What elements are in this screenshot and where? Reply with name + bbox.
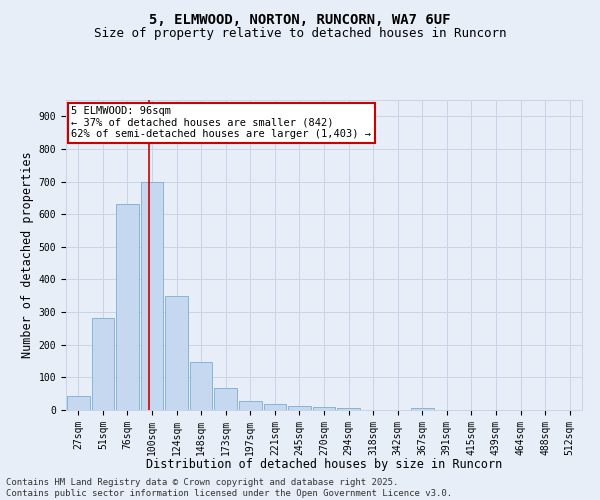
Bar — [165, 296, 188, 410]
Text: Contains HM Land Registry data © Crown copyright and database right 2025.
Contai: Contains HM Land Registry data © Crown c… — [6, 478, 452, 498]
Bar — [288, 406, 311, 410]
Bar — [92, 318, 114, 410]
Bar — [239, 400, 262, 410]
Bar — [67, 396, 89, 410]
Bar — [190, 362, 212, 410]
Text: 5, ELMWOOD, NORTON, RUNCORN, WA7 6UF: 5, ELMWOOD, NORTON, RUNCORN, WA7 6UF — [149, 12, 451, 26]
Text: Size of property relative to detached houses in Runcorn: Size of property relative to detached ho… — [94, 28, 506, 40]
Bar — [411, 408, 434, 410]
Bar — [140, 182, 163, 410]
Bar — [337, 408, 360, 410]
Y-axis label: Number of detached properties: Number of detached properties — [22, 152, 34, 358]
Bar — [116, 204, 139, 410]
Bar — [214, 388, 237, 410]
X-axis label: Distribution of detached houses by size in Runcorn: Distribution of detached houses by size … — [146, 458, 502, 471]
Text: 5 ELMWOOD: 96sqm
← 37% of detached houses are smaller (842)
62% of semi-detached: 5 ELMWOOD: 96sqm ← 37% of detached house… — [71, 106, 371, 140]
Bar — [313, 406, 335, 410]
Bar — [263, 404, 286, 410]
